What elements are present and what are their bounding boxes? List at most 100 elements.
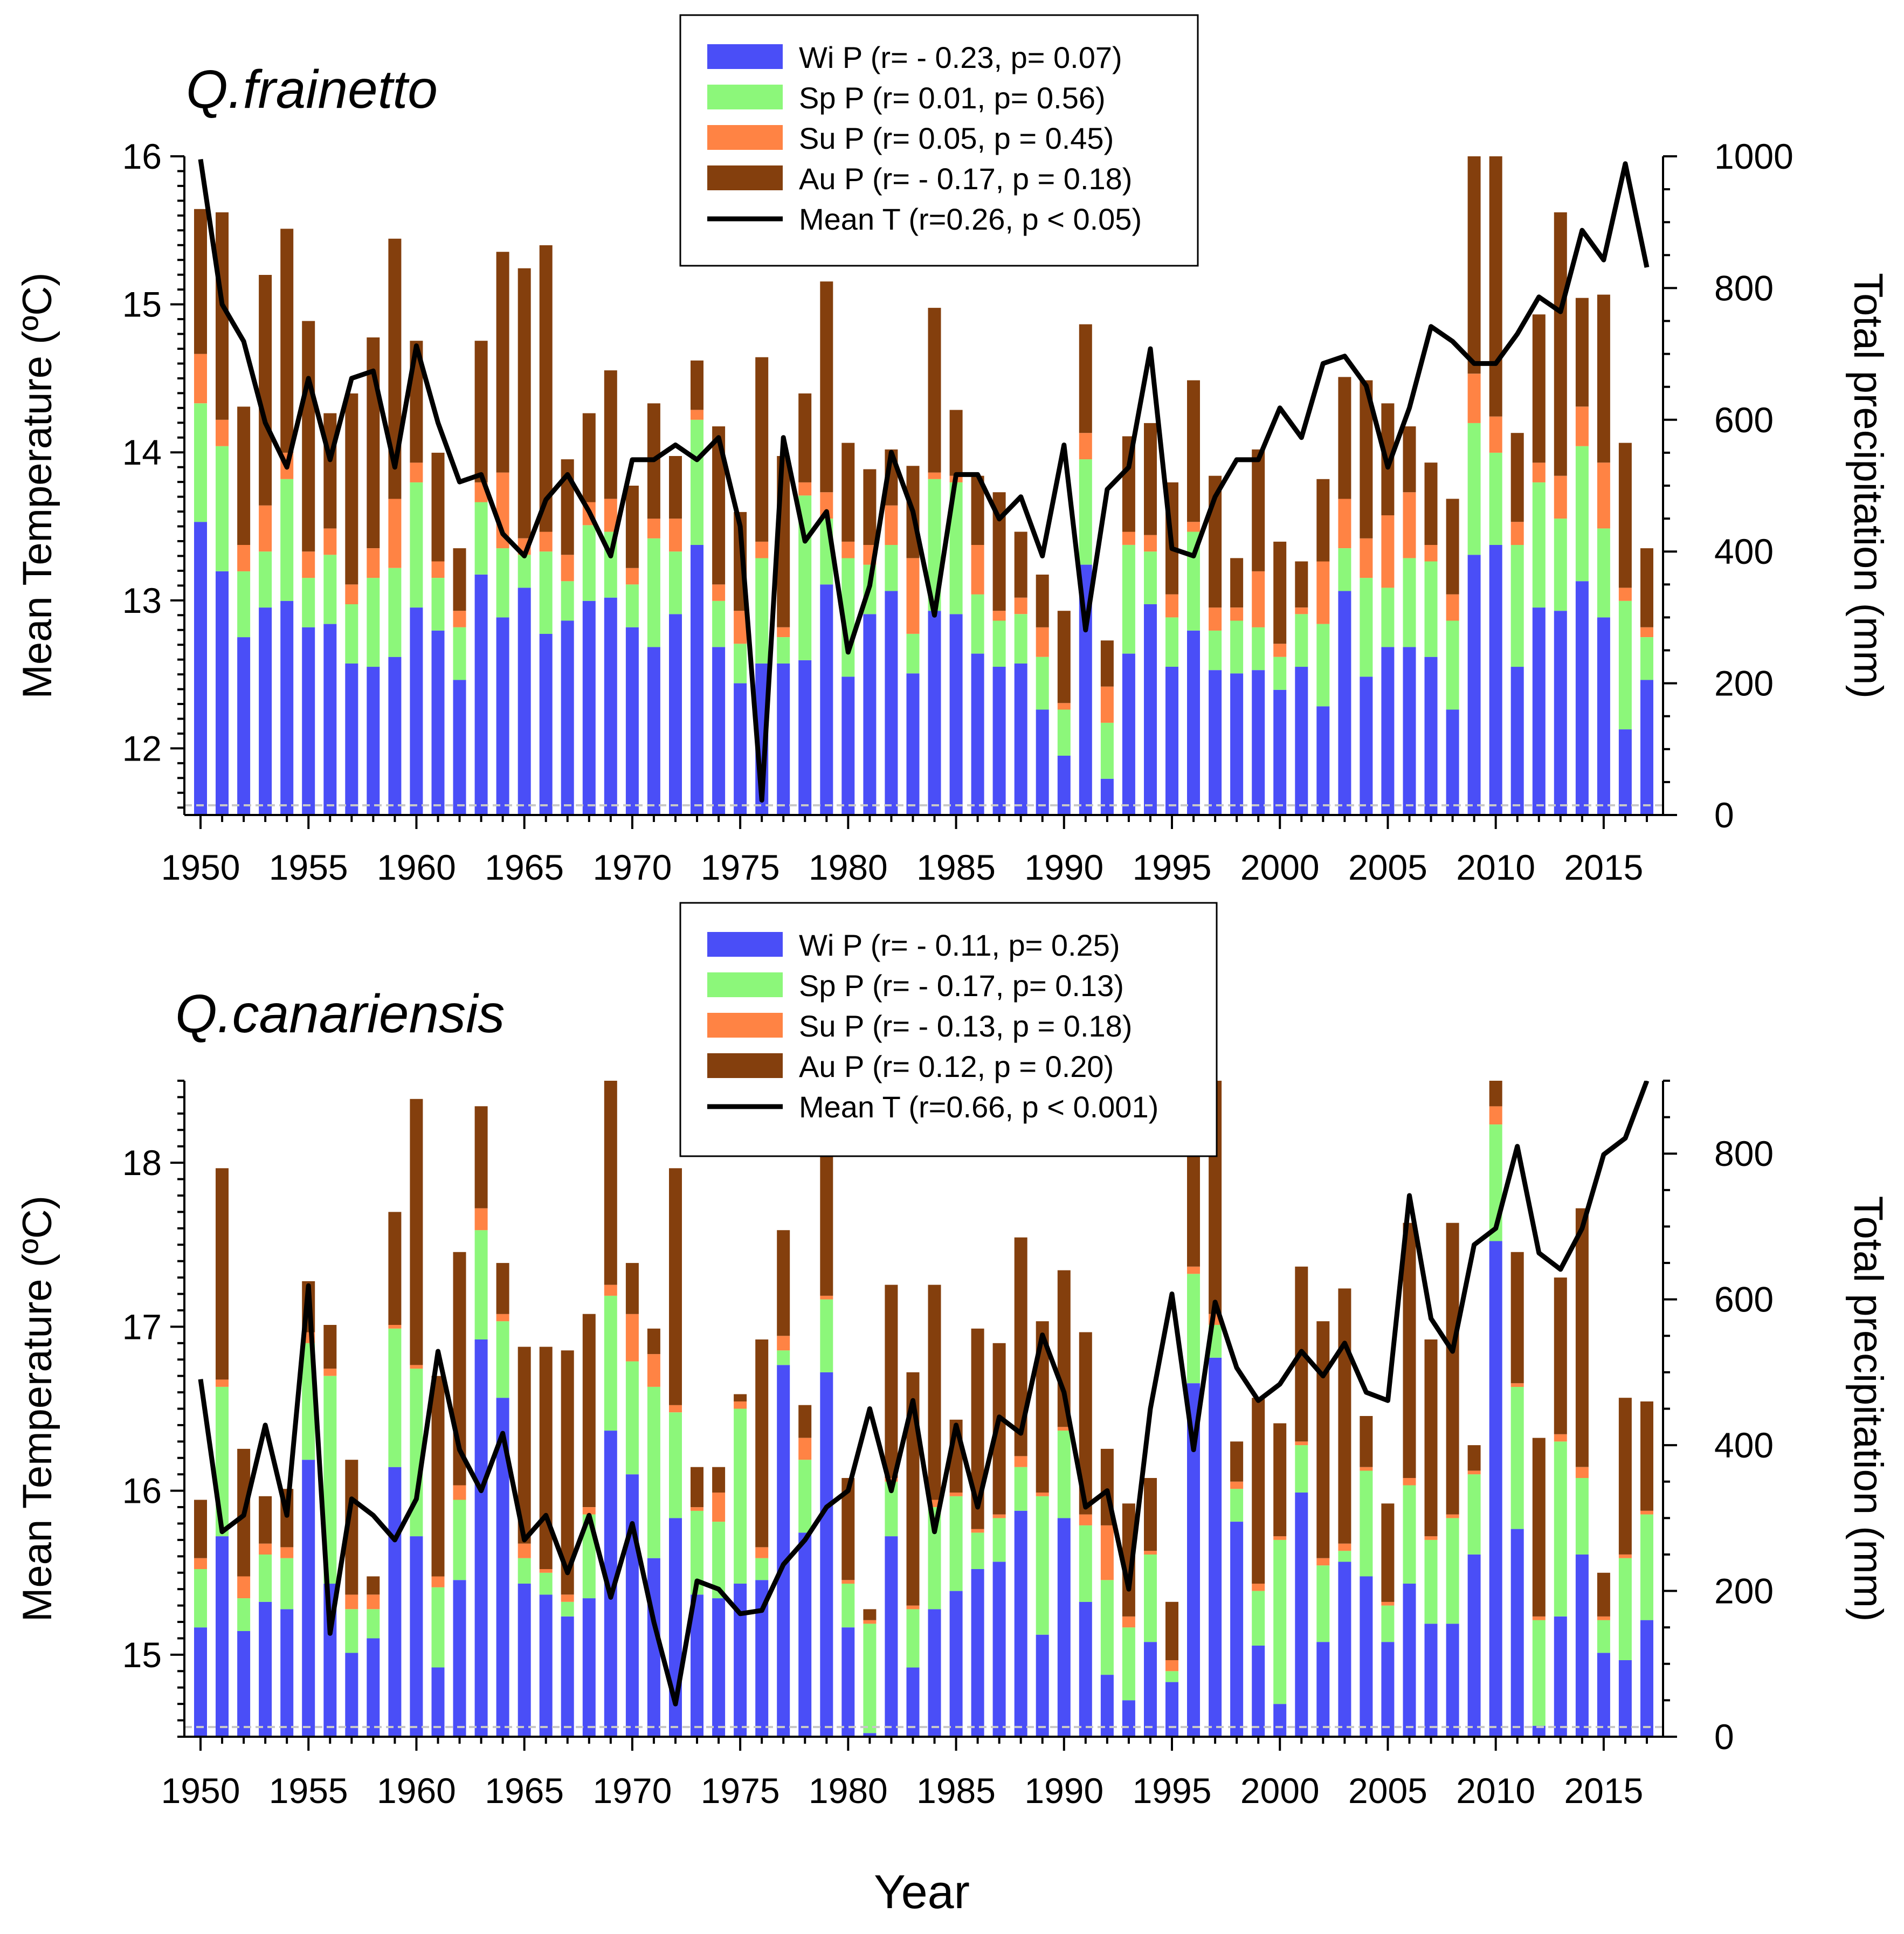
bar-winter-precip-2016 [1618,1660,1632,1737]
legend-label: Su P (r= - 0.13, p = 0.18) [799,1009,1132,1043]
bar-spring-precip-1987 [992,620,1006,667]
bar-spring-precip-1971 [647,1386,660,1558]
bar-spring-precip-2007 [1424,1539,1438,1624]
bar-summer-precip-1977 [777,1336,790,1351]
bar-summer-precip-2002 [1316,561,1330,624]
bar-summer-precip-1993 [1122,1616,1135,1628]
bar-summer-precip-1970 [625,1314,639,1362]
bar-winter-precip-1963 [474,1339,488,1737]
x-tick-label: 2010 [1456,847,1535,887]
bar-winter-precip-2001 [1295,1493,1308,1737]
bar-summer-precip-1976 [755,1547,769,1558]
y2-axis-title: Total precipitation (mm) [1845,1196,1891,1622]
bar-winter-precip-2014 [1575,581,1589,815]
bar-summer-precip-1993 [1122,531,1135,545]
bar-autumn-precip-1994 [1144,423,1157,535]
x-tick-label: 1970 [592,847,672,887]
bar-spring-precip-2007 [1424,561,1438,657]
bar-summer-precip-1995 [1165,1660,1178,1671]
bar-spring-precip-1967 [561,581,574,621]
bar-spring-precip-1977 [777,637,790,664]
bar-autumn-precip-2009 [1467,1445,1481,1471]
legend-label: Au P (r= 0.12, p = 0.20) [799,1049,1114,1083]
bar-summer-precip-1975 [734,611,747,644]
bar-spring-precip-1990 [1057,1431,1071,1518]
bar-winter-precip-2006 [1403,1584,1416,1737]
bar-summer-precip-1999 [1252,1584,1265,1591]
bar-summer-precip-1977 [777,627,790,637]
bar-summer-precip-1971 [647,519,660,538]
bar-summer-precip-1960 [410,1365,423,1369]
y-tick-label: 17 [122,1307,162,1346]
bar-spring-precip-1962 [453,1500,466,1580]
bar-autumn-precip-1962 [453,548,466,611]
bar-winter-precip-1967 [561,620,574,815]
bar-summer-precip-1957 [345,1594,358,1610]
bar-winter-precip-1966 [539,1594,553,1737]
panel-q-frainetto: 12 13 14 15 16 0 200 400 600 800 1000 1950 1955 1960 1… [15,14,1891,887]
bar-autumn-precip-1966 [539,245,553,532]
bar-autumn-precip-1978 [798,393,812,482]
bar-autumn-precip-1990 [1057,611,1071,703]
bar-spring-precip-1967 [561,1601,574,1617]
bar-summer-precip-2016 [1618,1554,1632,1558]
bar-winter-precip-1999 [1252,670,1265,815]
bar-summer-precip-1989 [1036,1493,1049,1496]
panel-q-canariensis: 15 16 17 18 0 200 400 600 800 1950 1955 1960 1965 197… [15,902,1891,1811]
bar-summer-precip-1985 [949,1493,963,1496]
bar-spring-precip-1976 [755,1558,769,1580]
bar-autumn-precip-1956 [323,1325,337,1369]
bar-autumn-precip-2001 [1295,561,1308,607]
bar-spring-precip-1952 [237,571,251,638]
bar-autumn-precip-2008 [1446,1222,1459,1515]
bar-winter-precip-2001 [1295,667,1308,815]
bar-spring-precip-1975 [734,644,747,683]
bar-autumn-precip-2014 [1575,1208,1589,1467]
bar-autumn-precip-1981 [863,469,877,545]
bar-winter-precip-1983 [906,1667,920,1737]
bar-summer-precip-1978 [798,482,812,496]
bar-autumn-precip-1973 [691,360,703,410]
bar-winter-precip-2009 [1467,555,1481,815]
bar-winter-precip-1981 [863,614,877,815]
bar-summer-precip-2014 [1575,1467,1589,1478]
bar-autumn-precip-1958 [367,1576,380,1595]
bar-autumn-precip-2012 [1532,1438,1546,1617]
y-tick-label: 12 [122,728,162,768]
y2-axis-title: Total precipitation (mm) [1845,273,1891,699]
bar-spring-precip-1956 [323,555,337,624]
bar-winter-precip-1997 [1209,670,1222,815]
bar-autumn-precip-1994 [1144,1478,1157,1551]
bar-spring-precip-1973 [691,419,703,545]
bar-summer-precip-1990 [1057,703,1071,710]
bar-summer-precip-1961 [431,561,445,578]
x-tick-label: 2000 [1240,1771,1320,1811]
bar-winter-precip-2011 [1510,1529,1524,1737]
bar-autumn-precip-1972 [669,456,682,519]
bar-autumn-precip-1976 [755,357,769,542]
bar-spring-precip-2006 [1403,558,1416,647]
bar-summer-precip-1950 [194,354,207,404]
x-tick-label: 1995 [1133,1771,1212,1811]
bar-summer-precip-1980 [841,541,855,558]
bar-spring-precip-2015 [1597,528,1610,618]
bar-spring-precip-1964 [496,1321,509,1398]
bar-autumn-precip-1995 [1165,1601,1178,1660]
bar-winter-precip-2007 [1424,1624,1438,1737]
y-tick-label: 14 [122,432,162,472]
bar-summer-precip-1950 [194,1558,207,1569]
bar-spring-precip-1958 [367,578,380,667]
bar-winter-precip-1974 [712,647,726,815]
x-tick-label: 1950 [161,847,240,887]
bar-spring-precip-1990 [1057,709,1071,756]
bar-spring-precip-2001 [1295,1445,1308,1493]
bar-autumn-precip-1992 [1100,640,1114,687]
bar-autumn-precip-1989 [1036,575,1049,627]
bar-autumn-precip-1959 [388,1212,402,1325]
bar-winter-precip-1952 [237,637,251,815]
y2-tick-label: 200 [1714,664,1774,703]
bar-summer-precip-1953 [259,505,272,552]
bar-autumn-precip-1951 [216,1168,229,1380]
bar-autumn-precip-1970 [625,1263,639,1314]
bar-spring-precip-1966 [539,1572,553,1595]
